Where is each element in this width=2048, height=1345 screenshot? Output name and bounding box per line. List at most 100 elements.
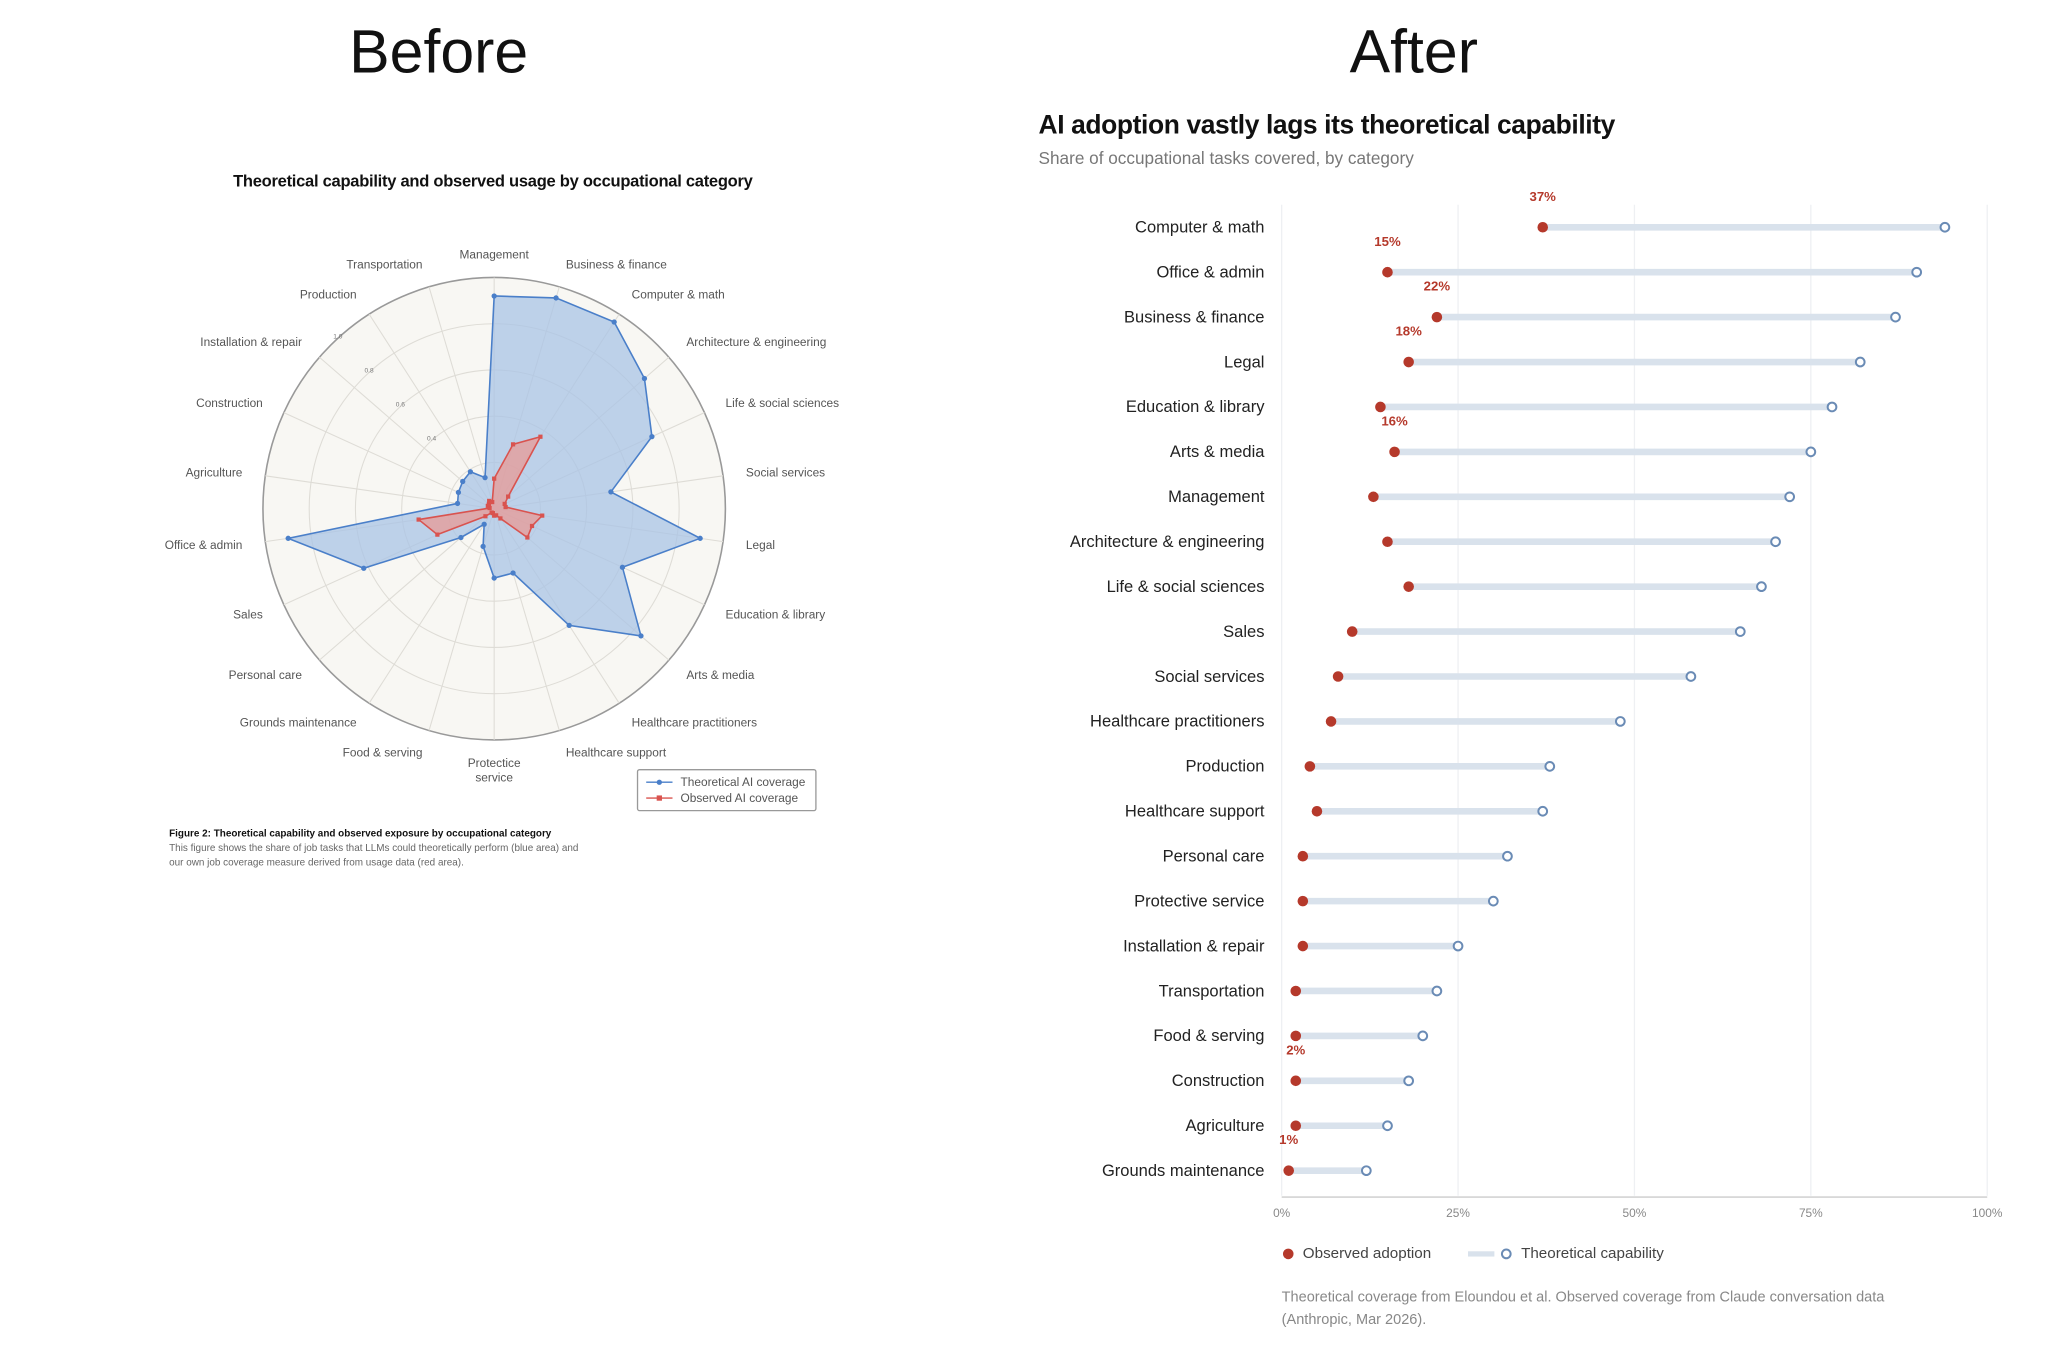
radar-axis-label: Management — [460, 247, 530, 261]
legend-label: Theoretical AI coverage — [680, 775, 806, 789]
category-label: Personal care — [1162, 846, 1265, 866]
label-line: Legal — [746, 538, 775, 552]
observed-point — [510, 442, 516, 447]
category-label: Business & finance — [1124, 307, 1265, 327]
theoretical-point — [1382, 1120, 1393, 1132]
radar-title: Theoretical capability and observed usag… — [233, 171, 753, 191]
theoretical-point — [1544, 761, 1556, 772]
theoretical-point — [1826, 401, 1838, 413]
label-line: Installation & repair — [200, 335, 302, 349]
dumbbell-chart: 0% 25% 50% 75% 100% 37% 15% 22% 18% 16% 2% 1% — [1273, 189, 2003, 1220]
red-line-marker-icon — [646, 795, 673, 801]
observed-point — [503, 504, 508, 510]
label-line: Grounds maintenance — [240, 716, 357, 730]
legend-label: Observed AI coverage — [680, 791, 799, 805]
data-label: 2% — [1286, 1042, 1305, 1057]
theoretical-point — [649, 434, 655, 440]
observed-point — [1382, 536, 1393, 548]
observed-point — [416, 517, 421, 522]
theoretical-point — [1770, 536, 1781, 548]
label-line: Computer & math — [632, 288, 725, 302]
radar-axis-label: Life & social sciences — [726, 396, 840, 410]
radar-axis-label: Computer & math — [632, 288, 725, 302]
theoretical-point — [361, 565, 367, 571]
source-note: Theoretical coverage from Eloundou et al… — [1281, 1289, 1885, 1328]
theoretical-point — [1939, 221, 1951, 233]
observed-point — [1375, 401, 1386, 413]
category-label: Grounds maintenance — [1101, 1161, 1265, 1180]
category-label: Protective service — [1134, 891, 1265, 911]
observed-point — [1346, 626, 1358, 637]
label-line: Protectice — [468, 756, 521, 770]
theoretical-point — [619, 564, 626, 570]
category-label: Social services — [1154, 667, 1265, 686]
theoretical-point — [611, 319, 617, 325]
observed-point — [1290, 1030, 1302, 1042]
theoretical-point — [1890, 311, 1901, 323]
observed-point — [1290, 1075, 1302, 1087]
theoretical-point — [510, 570, 516, 576]
theoretical-point — [553, 295, 559, 301]
label-line: Office & admin — [165, 538, 243, 552]
before-heading: Before — [349, 17, 529, 86]
observed-point — [540, 513, 545, 518]
observed-point — [1403, 581, 1414, 592]
category-label: Architecture & engineering — [1069, 532, 1265, 551]
theoretical-point — [1734, 626, 1746, 637]
radar-axis-label: Construction — [196, 396, 263, 410]
radial-tick-label: 0.6 — [396, 401, 405, 408]
radar-axis-label: Transportation — [346, 258, 422, 272]
theoretical-point — [454, 500, 461, 507]
theoretical-point — [1784, 491, 1796, 503]
radar-axis-label: Sales — [233, 607, 263, 621]
observed-point — [1283, 1165, 1295, 1176]
observed-point — [1311, 805, 1323, 817]
category-label: Legal — [1224, 352, 1265, 372]
observed-point — [435, 532, 440, 537]
theoretical-point — [566, 622, 572, 629]
category-label: Transportation — [1158, 981, 1265, 1001]
observed-point — [492, 513, 497, 518]
data-label: 16% — [1381, 413, 1408, 428]
blue-line-marker-icon — [646, 779, 673, 785]
radar-axis-label: Installation & repair — [200, 335, 302, 349]
legend-label: Theoretical capability — [1521, 1245, 1664, 1262]
label-line: Architecture & engineering — [686, 335, 826, 349]
label-line: Healthcare practitioners — [632, 716, 757, 730]
radar-axis-label: Healthcare support — [566, 746, 667, 760]
data-label: 15% — [1374, 234, 1401, 249]
label-line: Life & social sciences — [726, 396, 840, 410]
observed-dot-icon — [1282, 1248, 1294, 1260]
radar-axis-label: Arts & media — [686, 668, 754, 682]
data-label: 18% — [1395, 324, 1422, 339]
theoretical-point — [1403, 1075, 1415, 1087]
theoretical-point — [1502, 850, 1513, 862]
category-label: Agriculture — [1185, 1116, 1265, 1135]
category-label: Installation & repair — [1123, 936, 1265, 956]
observed-point — [525, 535, 530, 540]
observed-point — [487, 505, 492, 511]
observed-point — [1403, 356, 1414, 368]
label-line: Business & finance — [566, 258, 667, 272]
theoretical-point — [480, 543, 486, 550]
label-line: Personal care — [229, 668, 303, 682]
observed-point — [498, 516, 503, 521]
category-label: Arts & media — [1169, 442, 1265, 462]
radar-axis-label: Architecture & engineering — [686, 335, 826, 349]
radial-tick-label: 0.4 — [427, 436, 436, 443]
theoretical-point — [1452, 940, 1464, 952]
radar-axis-label: Protectice service — [468, 756, 521, 785]
radial-tick-label: 0.8 — [365, 367, 374, 374]
category-label: Computer & math — [1135, 218, 1265, 237]
observed-point — [1297, 850, 1309, 862]
observed-point — [1304, 761, 1316, 772]
observed-point — [1297, 895, 1309, 907]
label-line: service — [475, 771, 513, 785]
category-label: Management — [1168, 487, 1265, 507]
theoretical-point — [608, 489, 614, 495]
observed-point — [1290, 1120, 1302, 1132]
radar-axis-label: Food & serving — [343, 746, 423, 760]
legend-label: Observed adoption — [1302, 1245, 1432, 1262]
observed-point — [487, 498, 492, 504]
